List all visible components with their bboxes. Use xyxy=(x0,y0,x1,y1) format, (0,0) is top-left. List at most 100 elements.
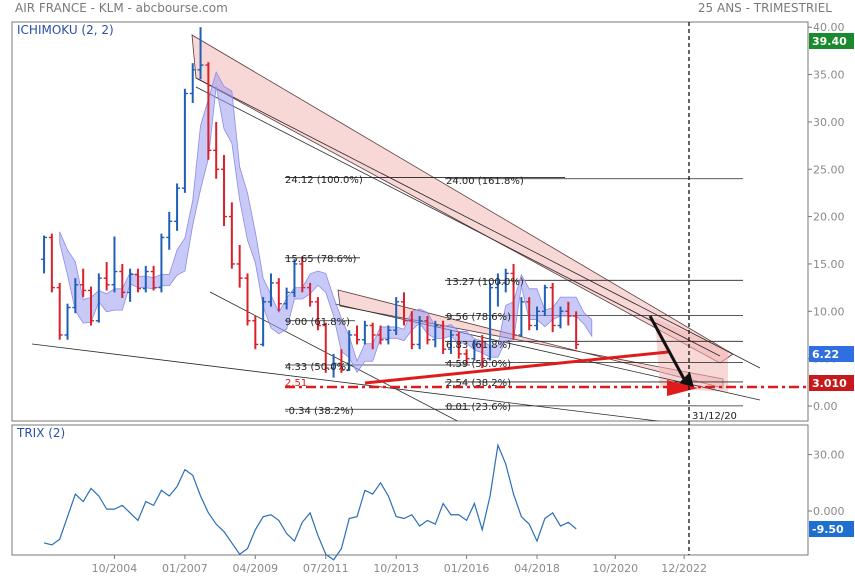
channel-extension-fill xyxy=(655,318,728,392)
price-bar xyxy=(142,265,149,293)
high-price-tag-bg xyxy=(809,33,854,49)
price-bar xyxy=(299,256,306,293)
price-bar xyxy=(416,316,423,350)
price-bar xyxy=(213,121,220,179)
price-bar xyxy=(361,320,368,345)
price-bar xyxy=(189,63,196,103)
price-bar xyxy=(432,320,439,348)
price-bar xyxy=(127,268,134,302)
fibonacci-label: 6.83 (61.8%) xyxy=(446,340,511,351)
fibonacci-label: 24.12 (100.0%) xyxy=(285,175,363,186)
trend-line xyxy=(209,291,459,421)
price-bar xyxy=(518,297,525,337)
x-tick-label: 10/2004 xyxy=(92,562,138,575)
price-bar xyxy=(401,292,407,326)
price-bar xyxy=(158,233,165,293)
price-bar xyxy=(534,306,541,331)
fibonacci-label: 9.56 (78.6%) xyxy=(446,312,511,323)
price-bar xyxy=(440,320,447,354)
x-tick-label: 01/2016 xyxy=(444,562,490,575)
price-bar xyxy=(393,297,400,335)
price-bar xyxy=(283,287,290,310)
x-tick-label: 04/2018 xyxy=(514,562,560,575)
price-bar xyxy=(322,322,329,373)
price-bar xyxy=(565,301,572,326)
trix-line xyxy=(43,442,577,561)
price-bar xyxy=(174,183,181,231)
price-bar xyxy=(314,297,321,331)
price-bar xyxy=(134,268,141,293)
price-bar xyxy=(346,330,353,371)
price-bar xyxy=(573,311,580,350)
price-bar xyxy=(56,282,63,340)
projection-arrowhead xyxy=(679,372,694,388)
trix-panel-title: TRIX (2) xyxy=(16,426,65,440)
price-bar xyxy=(354,325,361,345)
price-bar xyxy=(377,325,384,345)
price-bar xyxy=(103,262,110,291)
y-tick-label: 35.00 xyxy=(813,69,845,82)
y-tick-label: 30.00 xyxy=(813,116,845,129)
main-plot-area xyxy=(31,27,808,421)
fibonacci-label: -0.34 (38.2%) xyxy=(285,406,354,417)
price-bar xyxy=(424,316,431,345)
price-bar xyxy=(111,236,118,293)
y-tick-label: 15.00 xyxy=(813,258,845,271)
price-bar xyxy=(275,278,282,312)
main-panel-title: ICHIMOKU (2, 2) xyxy=(17,23,114,37)
price-bar xyxy=(541,284,548,317)
price-bar xyxy=(48,233,55,293)
price-bar xyxy=(385,325,392,345)
price-bar xyxy=(455,332,462,359)
price-bar xyxy=(197,27,204,80)
price-bar xyxy=(236,245,243,288)
price-bar xyxy=(502,268,509,293)
support-line xyxy=(364,350,669,385)
trix-y-tick-label: 30.00 xyxy=(813,449,845,462)
price-bar xyxy=(228,202,235,269)
price-bar xyxy=(510,263,517,340)
high-price-tag: 39.40 xyxy=(812,35,847,48)
price-bar xyxy=(408,311,415,350)
x-tick-label: 04/2009 xyxy=(232,562,278,575)
fibonacci-label: 2.51 xyxy=(285,378,307,389)
y-tick-label: 10.00 xyxy=(813,305,845,318)
x-tick-label: 01/2007 xyxy=(162,562,208,575)
fibonacci-label: 13.27 (100.0%) xyxy=(446,277,524,288)
instrument-title: AIR FRANCE - KLM - abcbourse.com xyxy=(15,1,228,15)
fibonacci-label: 9.00 (61.8%) xyxy=(285,317,350,328)
price-bar xyxy=(369,322,376,350)
last-price-tag: 6.22 xyxy=(812,348,839,361)
target-price-tag-bg xyxy=(809,375,854,391)
x-tick-label: 10/2020 xyxy=(592,562,638,575)
price-bar xyxy=(72,278,79,314)
price-bar xyxy=(244,273,251,326)
price-bar xyxy=(549,282,556,333)
projection-arrow xyxy=(648,315,686,380)
price-bar xyxy=(471,339,478,361)
price-bar xyxy=(479,334,486,369)
price-bar xyxy=(526,297,533,331)
target-price-tag: 3.010 xyxy=(812,377,847,390)
price-bar xyxy=(205,62,212,160)
period-label: 25 ANS - TRIMESTRIEL xyxy=(697,1,832,15)
price-bar xyxy=(181,88,188,193)
price-bar xyxy=(487,282,494,361)
fibonacci-label: 4.59 (50.0%) xyxy=(446,359,511,370)
price-bar xyxy=(221,155,228,227)
fibonacci-label: 15.65 (78.6%) xyxy=(285,254,356,265)
price-bar xyxy=(307,282,314,307)
trix-panel-frame xyxy=(11,424,809,556)
fibonacci-label: 4.33 (50.0%) xyxy=(285,362,350,373)
price-bar xyxy=(330,353,337,378)
price-bar xyxy=(267,273,274,307)
target-date-label: 31/12/20 xyxy=(692,411,737,422)
trend-line xyxy=(195,77,761,369)
x-tick-label: 10/2013 xyxy=(373,562,419,575)
price-bar xyxy=(557,306,564,329)
y-tick-label: 0.00 xyxy=(813,400,838,413)
price-bar xyxy=(80,268,87,298)
price-bar xyxy=(291,259,298,298)
